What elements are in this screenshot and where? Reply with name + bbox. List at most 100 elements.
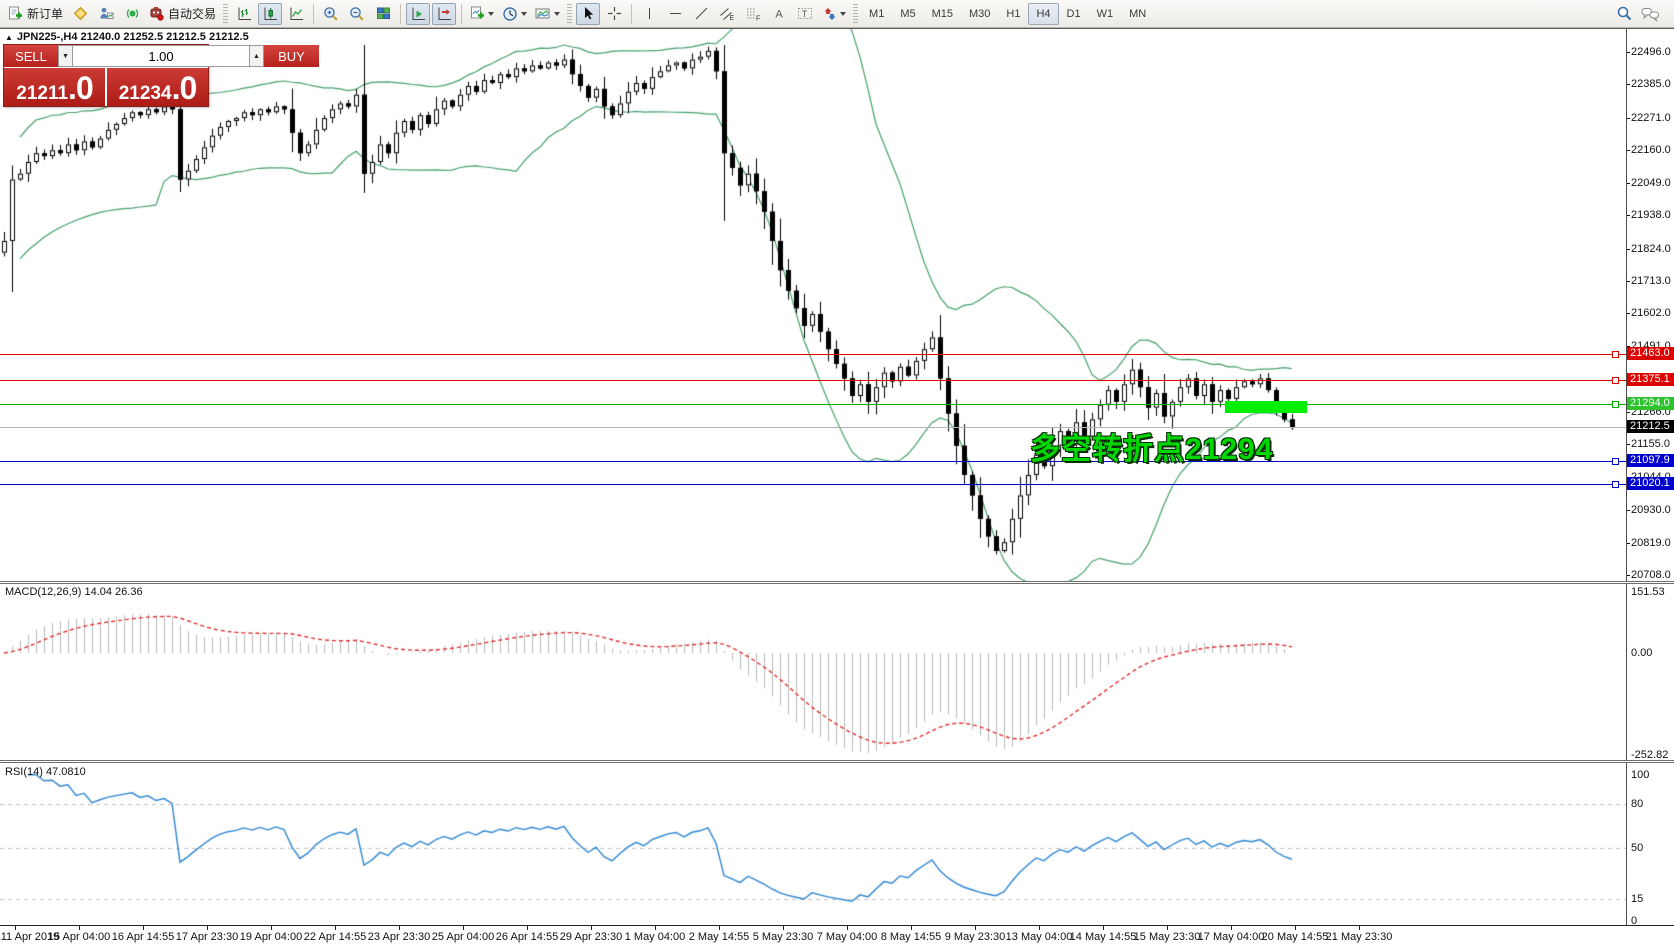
macd-pane-canvas[interactable] (0, 584, 1626, 760)
cursor-arrow-icon (581, 6, 596, 21)
zoom-out-icon (349, 6, 365, 22)
sell-price[interactable]: 21211 .0 (4, 68, 105, 106)
time-tick-label: 16 Apr 14:55 (111, 931, 175, 943)
templates-button[interactable] (532, 3, 563, 25)
pane-separator-rsi[interactable] (0, 760, 1674, 763)
level-21294.0-line[interactable] (0, 403, 1626, 405)
new-chart-button[interactable] (467, 3, 497, 25)
zoom-in-button[interactable] (319, 3, 343, 25)
buy-price-pips: .0 (171, 70, 198, 106)
signals-button[interactable] (120, 3, 144, 25)
text-label-button[interactable]: T (793, 3, 817, 25)
level-21020.1-handle[interactable] (1612, 480, 1619, 488)
collapse-icon[interactable]: ▲ (5, 33, 13, 42)
metaeditor-button[interactable] (68, 3, 92, 25)
annotation-text-object[interactable]: 多空转折点21294 (1030, 433, 1274, 466)
auto-scroll-button[interactable] (406, 2, 431, 25)
time-tick-label: 29 Apr 23:30 (559, 931, 623, 943)
volume-input[interactable] (73, 45, 249, 67)
time-tick (1039, 926, 1040, 930)
highlight-rectangle-object[interactable] (1225, 401, 1307, 413)
line-chart-button[interactable] (284, 3, 308, 25)
price-tick (1626, 542, 1630, 544)
level-21294.0-handle[interactable] (1612, 400, 1619, 408)
timeframe-m15[interactable]: M15 (931, 7, 953, 20)
clock-icon (502, 6, 518, 22)
autotrading-button[interactable]: 自动交易 (146, 3, 219, 25)
horizontal-line-button[interactable] (663, 3, 687, 25)
level-21020.1-line[interactable] (0, 483, 1626, 485)
vertical-line-button[interactable] (637, 3, 661, 25)
price-tick-label: 20930.0 (1631, 504, 1671, 517)
candlestick-chart-button[interactable] (258, 2, 283, 25)
volume-decrease-button[interactable]: ▼ (58, 45, 73, 67)
cursor-button[interactable] (576, 2, 601, 25)
time-tick-label: 15 May 23:30 (1133, 931, 1201, 943)
symbol-info-bar[interactable]: ▲ JPN225-,H4 21240.0 21252.5 21212.5 2121… (5, 31, 249, 43)
dropdown-caret-icon (840, 11, 847, 16)
timeframe-m1[interactable]: M1 (869, 7, 885, 20)
bar-chart-button[interactable] (232, 3, 256, 25)
time-tick (1167, 926, 1168, 930)
timeframe-w1[interactable]: W1 (1096, 7, 1114, 20)
buy-price[interactable]: 21234 .0 (107, 68, 208, 106)
time-tick-label: 2 May 14:55 (688, 931, 750, 943)
periods-button[interactable] (499, 3, 530, 25)
price-tick-label: 20708.0 (1631, 568, 1671, 581)
trendline-button[interactable] (689, 3, 713, 25)
level-21097.9-line[interactable] (0, 460, 1626, 462)
volume-increase-button[interactable]: ▲ (249, 45, 264, 67)
price-tick-label: 21713.0 (1631, 275, 1671, 288)
level-21294.0-price-chip: 21294.0 (1627, 396, 1674, 410)
buy-button[interactable]: BUY (264, 45, 319, 67)
timeframe-m30[interactable]: M30 (969, 7, 991, 20)
time-tick-label: 17 May 04:00 (1197, 931, 1265, 943)
timeframe-m5[interactable]: M5 (900, 7, 916, 20)
bid-price-chip: 21212.5 (1627, 420, 1674, 434)
time-tick (527, 926, 528, 930)
level-21463.0-line[interactable] (0, 354, 1626, 356)
bid-line[interactable] (0, 427, 1626, 429)
arrows-button[interactable] (819, 3, 849, 25)
crosshair-button[interactable] (602, 3, 626, 25)
time-tick-label: 17 Apr 23:30 (175, 931, 239, 943)
timeframe-h4[interactable]: H4 (1028, 2, 1059, 25)
toolbar-separator (461, 3, 463, 24)
search-button[interactable] (1612, 3, 1636, 25)
profile-button[interactable] (94, 3, 118, 25)
price-tick (1626, 248, 1630, 250)
macd-axis-label: -252.82 (1631, 748, 1669, 761)
trade-panel-prices: 21211 .0 21234 .0 (4, 68, 208, 106)
chat-button[interactable] (1638, 3, 1663, 25)
level-21375.1-handle[interactable] (1612, 376, 1619, 384)
level-21097.9-handle[interactable] (1612, 457, 1619, 465)
main-chart-canvas[interactable] (0, 28, 1626, 581)
time-tick (399, 926, 400, 930)
level-21463.0-handle[interactable] (1612, 351, 1619, 359)
zoom-out-button[interactable] (345, 3, 369, 25)
fibonacci-button[interactable]: F (741, 3, 765, 25)
new-order-icon (8, 6, 23, 21)
level-21375.1-line[interactable] (0, 379, 1626, 381)
pane-separator-macd[interactable] (0, 581, 1674, 584)
equidistant-channel-button[interactable]: E (715, 3, 739, 25)
price-tick-label: 22496.0 (1631, 46, 1671, 58)
tile-windows-button[interactable] (371, 3, 395, 25)
timeframe-d1[interactable]: D1 (1066, 7, 1081, 20)
time-tick (975, 926, 976, 930)
chart-shift-button[interactable] (432, 2, 457, 25)
sell-button[interactable]: SELL (4, 45, 58, 67)
rsi-pane-canvas[interactable] (0, 763, 1626, 924)
timeframe-h1[interactable]: H1 (1006, 7, 1021, 20)
time-tick-label: 11 Apr 2019 (0, 931, 60, 943)
new-order-button[interactable]: 新订单 (5, 3, 66, 25)
price-tick (1626, 411, 1630, 413)
symbol-ohlc-text: JPN225-,H4 21240.0 21252.5 21212.5 21212… (16, 31, 249, 43)
text-button[interactable]: A (767, 3, 791, 25)
time-tick (143, 926, 144, 930)
chart-border (0, 28, 1674, 29)
new-order-label: 新订单 (27, 7, 64, 21)
candlestick-icon (263, 6, 278, 21)
timeframe-mn[interactable]: MN (1129, 7, 1147, 20)
